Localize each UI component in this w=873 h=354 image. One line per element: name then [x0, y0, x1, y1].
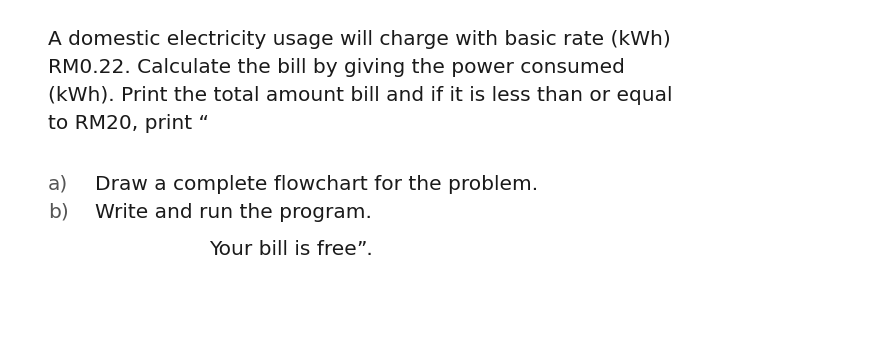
Text: A domestic electricity usage will charge with basic rate (kWh): A domestic electricity usage will charge… [48, 30, 670, 49]
Text: (kWh). Print the total amount bill and if it is less than or equal: (kWh). Print the total amount bill and i… [48, 86, 672, 105]
Text: ”.: ”. [357, 240, 374, 259]
Text: Draw a complete flowchart for the problem.: Draw a complete flowchart for the proble… [95, 175, 538, 194]
Text: Your bill is free: Your bill is free [209, 240, 357, 259]
Text: a): a) [48, 175, 68, 194]
Text: Write and run the program.: Write and run the program. [95, 203, 372, 222]
Text: RM0.22. Calculate the bill by giving the power consumed: RM0.22. Calculate the bill by giving the… [48, 58, 625, 77]
Text: to RM20, print “: to RM20, print “ [48, 114, 209, 133]
Text: b): b) [48, 203, 69, 222]
